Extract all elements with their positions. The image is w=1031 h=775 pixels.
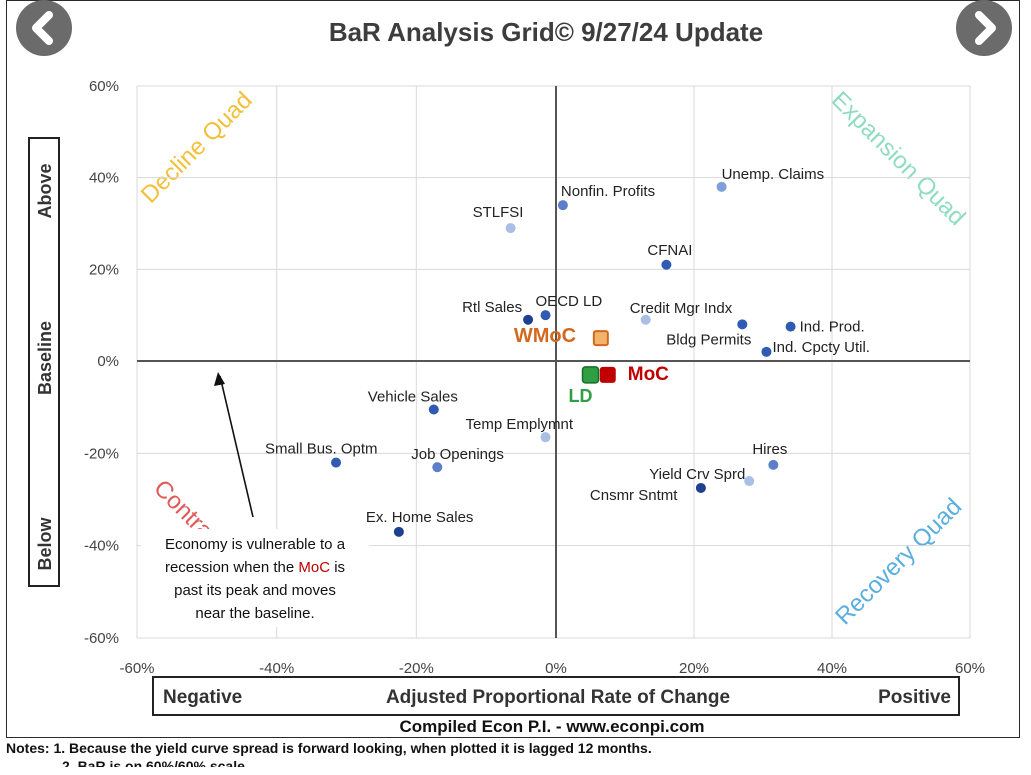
annotation-arrowhead [214, 372, 225, 386]
data-label: STLFSI [473, 204, 524, 221]
grid-lines [136, 85, 971, 639]
moc-marker [599, 366, 616, 383]
x-axis-title: Adjusted Proportional Rate of Change [386, 687, 730, 708]
data-label: Nonfin. Profits [561, 183, 655, 200]
compiled-credit: Compiled Econ P.I. - www.econpi.com [399, 717, 704, 736]
y-tick-label: 20% [89, 261, 119, 278]
y-tick-label: 60% [89, 78, 119, 95]
chevron-left-icon [32, 11, 53, 45]
data-point [557, 200, 568, 211]
y-tick-label: -60% [84, 630, 119, 647]
data-label: Job Openings [411, 446, 504, 463]
data-point [785, 321, 796, 332]
x-tick-label: -40% [259, 660, 294, 677]
y-tick-label: 0% [97, 353, 119, 370]
annotation-line-3: past its peak and moves [174, 582, 336, 599]
note-1: Notes: 1. Because the yield curve spread… [6, 740, 652, 756]
y-label-baseline: Baseline [35, 321, 55, 395]
data-point [661, 259, 672, 270]
y-label-below: Below [35, 517, 55, 571]
x-label-negative: Negative [163, 687, 242, 708]
footnotes: Notes: 1. Because the yield curve spread… [6, 739, 1026, 767]
data-label: Ex. Home Sales [366, 509, 474, 526]
chart-title: BaR Analysis Grid© 9/27/24 Update [329, 17, 763, 47]
moc-markers: MoC LD WMoC [514, 325, 669, 406]
y-tick-label: -40% [84, 538, 119, 555]
next-button[interactable] [956, 0, 1012, 56]
data-label: OECD LD [536, 293, 603, 310]
data-label: Bldg Permits [666, 331, 751, 348]
x-label-positive: Positive [878, 687, 951, 708]
wmoc-marker [592, 330, 609, 347]
data-point [428, 404, 439, 415]
x-axis-label-box [152, 676, 960, 716]
chevron-right-icon [975, 11, 996, 45]
wmoc-label: WMoC [514, 325, 576, 347]
data-point [716, 181, 727, 192]
data-point [640, 314, 651, 325]
data-label: Ind. Prod. [800, 319, 865, 336]
bar-analysis-chart: BaR Analysis Grid© 9/27/24 Update Declin… [28, 17, 985, 736]
y-tick-label: -20% [84, 445, 119, 462]
x-tick-label: -60% [119, 660, 154, 677]
x-tick-label: 0% [545, 660, 567, 677]
data-label: Unemp. Claims [722, 166, 825, 183]
quadrant-label: Decline Quad [136, 87, 258, 209]
data-point [540, 310, 551, 321]
y-label-above: Above [35, 163, 55, 218]
data-point [523, 314, 534, 325]
data-label: Vehicle Sales [368, 388, 458, 405]
data-point [737, 319, 748, 330]
annotation-line-2a: recession when the [165, 559, 298, 576]
moc-label: MoC [628, 364, 669, 385]
data-label: Hires [752, 441, 787, 458]
previous-button[interactable] [16, 0, 72, 56]
x-tick-label: -20% [399, 660, 434, 677]
annotation-line-1: Economy is vulnerable to a [165, 536, 346, 553]
annotation: Economy is vulnerable to a recession whe… [141, 372, 369, 627]
data-point [744, 476, 755, 487]
x-tick-label: 20% [679, 660, 709, 677]
quadrant-label: Recovery Quad [830, 493, 967, 630]
y-tick-label: 40% [89, 170, 119, 187]
data-point [761, 346, 772, 357]
data-label: Rtl Sales [462, 299, 522, 316]
x-tick-label: 40% [817, 660, 847, 677]
note-2: 2. BaR is on 60%/60% scale [62, 758, 245, 767]
data-label: Small Bus. Optm [265, 441, 378, 458]
data-label: Ind. Cpcty Util. [772, 339, 870, 356]
tick-labels: -60% -40% -20% 0% 20% 40% 60% 60% 40% 20% 0% -20% -4… [84, 78, 985, 677]
data-point [393, 526, 404, 537]
data-points: Unemp. Claims Nonfin. Profits STLFSI CFNAI R… [265, 166, 870, 537]
y-axis-label-box [28, 137, 60, 587]
data-label: CFNAI [647, 242, 692, 259]
data-point [540, 432, 551, 443]
data-label: Credit Mgr Indx [630, 300, 733, 317]
annotation-line-4: near the baseline. [195, 605, 314, 622]
data-label: Cnsmr Sntmt [590, 487, 678, 504]
data-label: Temp Emplymnt [466, 416, 574, 433]
annotation-line-2c: is [330, 559, 345, 576]
quadrant-label: Expansion Quad [826, 86, 971, 231]
data-label: Yield Crv Sprd [649, 466, 745, 483]
data-point [695, 482, 706, 493]
ld-label: LD [569, 386, 593, 406]
annotation-box [141, 529, 369, 627]
annotation-line-2: recession when the MoC is [165, 559, 345, 576]
data-point [432, 462, 443, 473]
ld-marker [581, 366, 600, 384]
annotation-arrow [219, 375, 254, 518]
annotation-moc: MoC [298, 559, 330, 576]
x-tick-label: 60% [955, 660, 985, 677]
chart-frame: BaR Analysis Grid© 9/27/24 Update Declin… [6, 0, 1020, 738]
data-point [331, 457, 342, 468]
data-point [505, 223, 516, 234]
data-point [768, 459, 779, 470]
